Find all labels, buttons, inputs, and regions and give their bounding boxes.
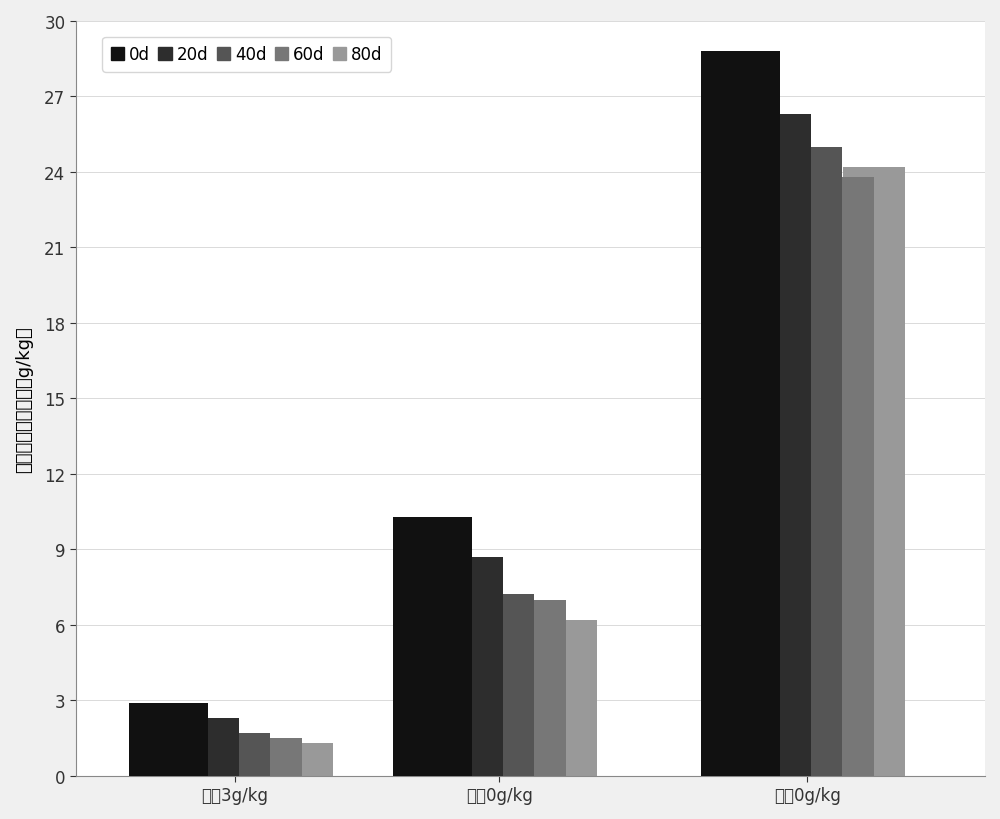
Bar [843, 168, 905, 776]
Bar [236, 738, 302, 776]
Bar [808, 178, 874, 776]
Bar [393, 517, 472, 776]
Bar [428, 557, 503, 776]
Bar [701, 52, 780, 776]
Bar [736, 115, 811, 776]
Bar [464, 595, 534, 776]
Bar [772, 147, 842, 776]
Bar [164, 718, 239, 776]
Y-axis label: 土壤中总石油含量（g/kg）: 土壤中总石油含量（g/kg） [15, 325, 33, 472]
Bar [535, 620, 597, 776]
Bar [500, 600, 566, 776]
Bar [129, 703, 208, 776]
Legend: 0d, 20d, 40d, 60d, 80d: 0d, 20d, 40d, 60d, 80d [102, 38, 391, 72]
Bar [271, 743, 333, 776]
Bar [200, 733, 270, 776]
